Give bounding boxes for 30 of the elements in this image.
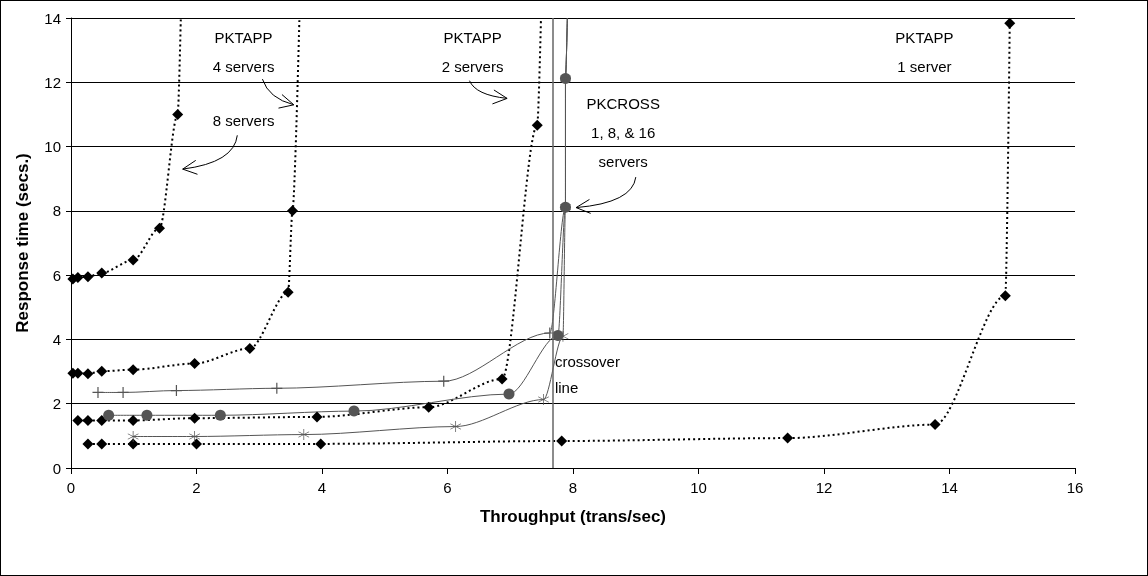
x-tick-label: 8 [568, 479, 578, 496]
x-tick-label: 4 [317, 479, 327, 496]
annotation: 2 servers [441, 57, 504, 75]
ref-line-label: crossover line [554, 352, 625, 396]
y-tick-label: 12 [44, 73, 61, 91]
x-tick-label: 14 [941, 479, 958, 496]
x-tick-label: 10 [690, 479, 707, 496]
y-tick-label: 4 [52, 330, 61, 348]
y-tick-label: 14 [44, 9, 61, 27]
y-tick-label: 10 [44, 138, 61, 156]
annotation: 8 servers [212, 112, 275, 130]
annotation: PKCROSS [586, 94, 660, 112]
annotation: PKTAPP [443, 28, 502, 46]
annotation: 1, 8, & 16 [591, 123, 656, 141]
x-tick-label: 12 [815, 479, 833, 496]
y-tick-label: 8 [52, 202, 61, 220]
annotation: 1 server [897, 57, 952, 75]
annotation: PKTAPP [214, 28, 273, 46]
annotation: PKTAPP [895, 28, 954, 46]
y-axis-title: Response time (secs.) [13, 153, 32, 333]
annotation: 4 servers [212, 57, 275, 75]
x-axis-title: Throughput (trans/sec) [479, 507, 667, 526]
x-tick-label: 16 [1066, 479, 1084, 496]
x-tick-label: 0 [66, 479, 76, 496]
x-tick-label: 6 [443, 479, 452, 496]
annotation: servers [598, 152, 648, 170]
y-tick-label: 0 [52, 459, 61, 477]
x-tick-label: 2 [192, 479, 201, 496]
y-tick-label: 6 [52, 266, 61, 284]
y-tick-label: 2 [52, 395, 61, 413]
